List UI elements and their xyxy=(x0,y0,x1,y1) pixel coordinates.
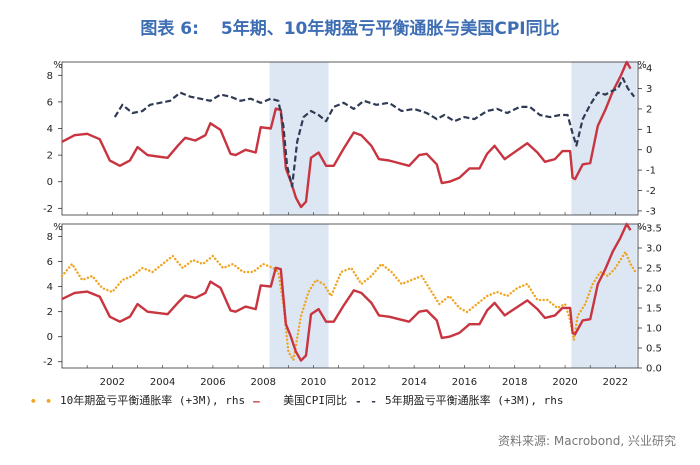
x-tick-label: 2004 xyxy=(150,377,175,388)
plot-frame xyxy=(61,61,639,216)
right-tick-label: 2.0 xyxy=(646,284,662,295)
left-tick-label: 6 xyxy=(47,97,53,108)
right-tick-label: 0.5 xyxy=(646,344,662,355)
right-tick-label: -2 xyxy=(646,186,656,197)
legend-symbol: - - xyxy=(354,394,378,408)
left-tick-label: 0 xyxy=(47,332,53,343)
left-tick-label: 4 xyxy=(47,124,53,135)
legend-item: - - 5年期盈亏平衡通胀率 (+3M), rhs xyxy=(355,392,563,408)
legend-label: 美国CPI同比 xyxy=(283,394,347,407)
legend-label: 10年期盈亏平衡通胀率 (+3M), rhs xyxy=(60,394,246,407)
right-tick-label: 0 xyxy=(646,145,652,156)
right-tick-label: -3 xyxy=(646,206,656,217)
chart-panel-1: -2 0 2 4 6 8% -3 -2 -1 0 1 2 3 4% xyxy=(43,60,656,217)
left-axis-unit: % xyxy=(53,222,63,233)
right-tick-label: 3.0 xyxy=(646,244,662,255)
x-tick-label: 2008 xyxy=(250,377,275,388)
x-tick-label: 2010 xyxy=(301,377,326,388)
left-tick-label: 4 xyxy=(47,282,53,293)
x-tick-label: 2020 xyxy=(552,377,577,388)
x-tick-label: 2014 xyxy=(401,377,426,388)
left-tick-label: 8 xyxy=(47,232,53,243)
x-tick-label: 2006 xyxy=(200,377,225,388)
left-tick-label: 6 xyxy=(47,257,53,268)
right-tick-label: 2 xyxy=(646,104,652,115)
right-tick-label: 1 xyxy=(646,125,652,136)
right-axis-unit: % xyxy=(637,222,647,233)
shaded-period-2 xyxy=(571,62,637,215)
figure-number: 图表 6: xyxy=(140,19,199,39)
left-tick-label: 2 xyxy=(47,307,53,318)
left-tick-label: -2 xyxy=(43,204,53,215)
left-tick-label: -2 xyxy=(43,357,53,368)
legend-item: • • 10年期盈亏平衡通胀率 (+3M), rhs xyxy=(30,392,245,408)
source-note: 资料来源: Macrobond, 兴业研究 xyxy=(498,434,676,448)
shaded-period-2 xyxy=(571,224,637,368)
plot-frame xyxy=(61,223,639,369)
x-tick-label: 2016 xyxy=(452,377,477,388)
right-tick-label: 3.5 xyxy=(646,224,662,235)
x-tick-label: 2022 xyxy=(603,377,628,388)
series-line-dotted xyxy=(60,250,637,362)
shaded-period-1 xyxy=(269,224,329,368)
chart-panel-2: -2 0 2 4 6 8% 0.0 0.5 1.0 1.5 2.0 2.5 3.0 3.5% xyxy=(43,222,662,375)
legend-symbol: — xyxy=(253,394,261,408)
left-tick-label: 8 xyxy=(47,71,53,82)
right-tick-label: 1.0 xyxy=(646,324,662,335)
legend-item: — 美国CPI同比 xyxy=(253,392,347,408)
right-tick-label: -1 xyxy=(646,166,656,177)
x-tick-label: 2002 xyxy=(100,377,125,388)
legend: • • 10年期盈亏平衡通胀率 (+3M), rhs — 美国CPI同比 - - 5年期盈… xyxy=(30,392,690,408)
series-line-solid xyxy=(61,60,632,209)
right-tick-label: 3 xyxy=(646,84,652,95)
legend-label: 5年期盈亏平衡通胀率 (+3M), rhs xyxy=(384,394,564,407)
left-tick-label: 2 xyxy=(47,151,53,162)
chart-title: 图表 6: 5年期、10年期盈亏平衡通胀与美国CPI同比 xyxy=(0,14,700,39)
series-line-solid xyxy=(61,222,632,362)
x-tick-label: 2018 xyxy=(502,377,527,388)
right-tick-label: 0.0 xyxy=(646,364,662,375)
figure-title-text: 5年期、10年期盈亏平衡通胀与美国CPI同比 xyxy=(220,19,560,39)
series-line-dashed xyxy=(113,77,636,188)
left-tick-label: 0 xyxy=(47,177,53,188)
right-tick-label: 2.5 xyxy=(646,264,662,275)
right-axis-unit: % xyxy=(637,60,647,71)
left-axis-unit: % xyxy=(53,60,63,71)
x-tick-label: 2012 xyxy=(351,377,376,388)
legend-symbol: • • xyxy=(30,394,53,408)
right-tick-label: 4 xyxy=(646,64,652,75)
right-tick-label: 1.5 xyxy=(646,304,662,315)
